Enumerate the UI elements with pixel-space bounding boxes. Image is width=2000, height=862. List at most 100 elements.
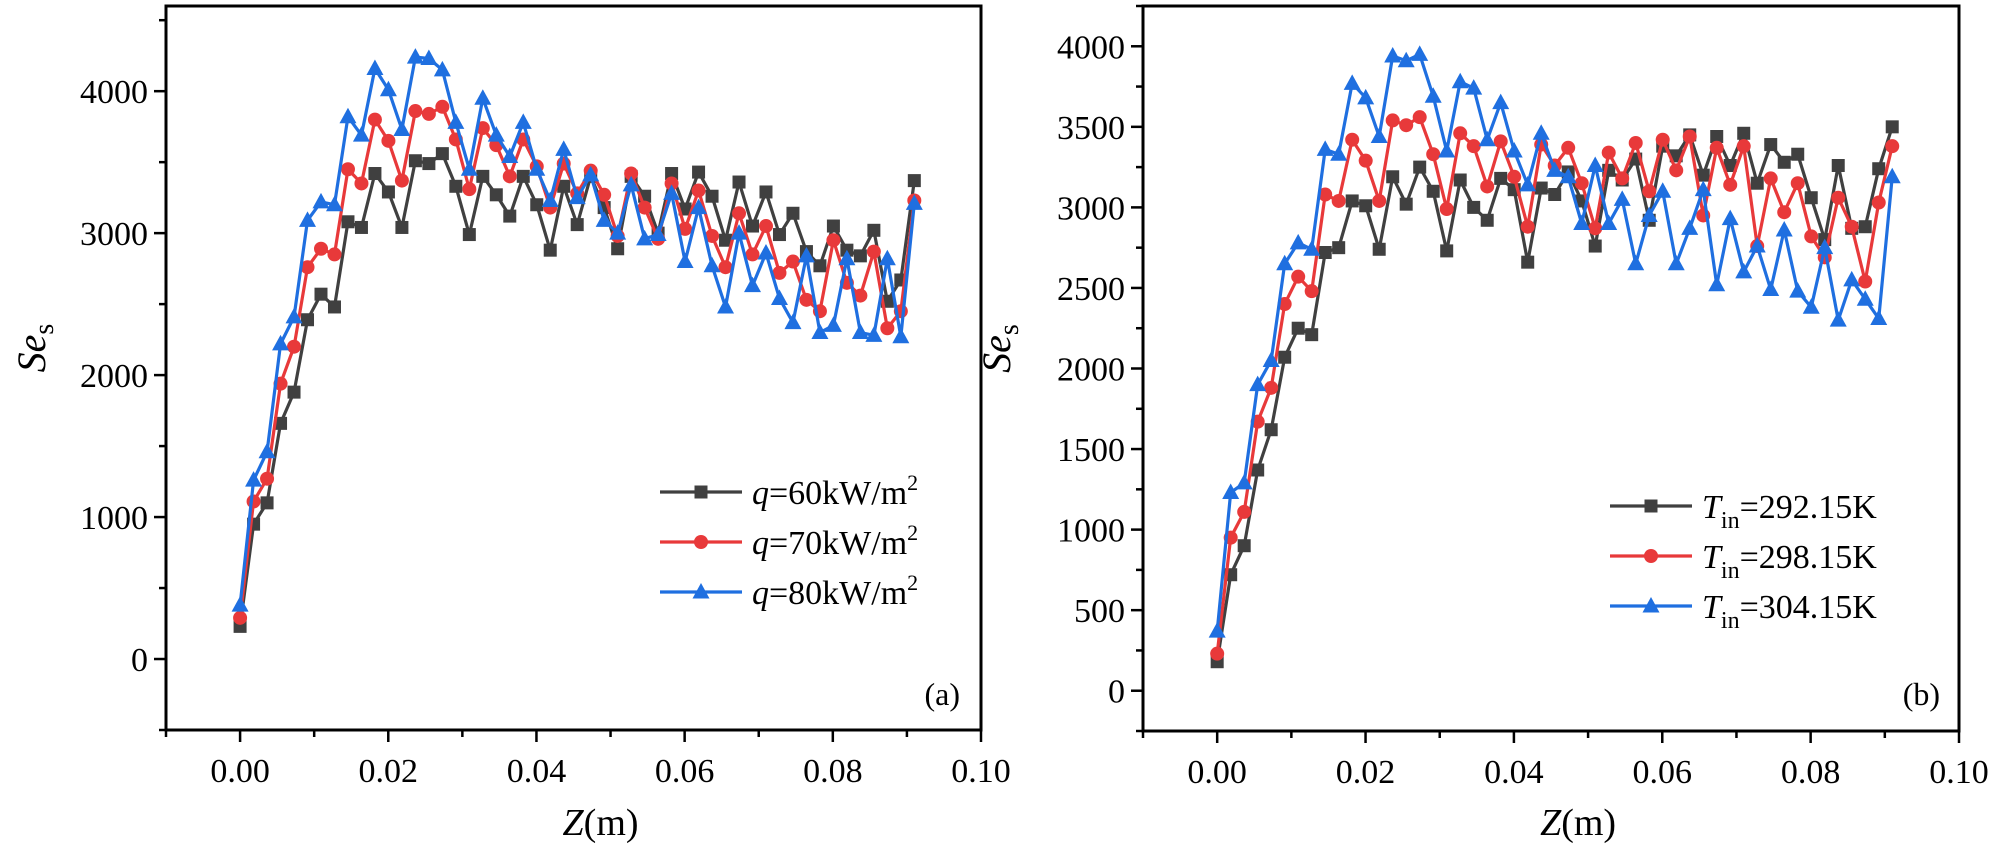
data-point <box>543 243 557 257</box>
data-point <box>421 106 436 121</box>
data-point <box>570 218 584 232</box>
data-point <box>366 59 384 75</box>
data-point <box>474 89 492 105</box>
series-line <box>238 55 916 606</box>
data-point <box>557 179 571 193</box>
data-point <box>395 220 409 234</box>
data-point <box>435 147 449 161</box>
data-point <box>691 183 706 198</box>
legend-marker <box>1642 597 1660 613</box>
data-point <box>1640 206 1658 222</box>
data-point <box>231 596 249 612</box>
data-point <box>813 259 827 273</box>
data-point <box>1791 147 1805 161</box>
data-point <box>1291 321 1305 335</box>
y-tick-label: 1500 <box>1057 432 1125 469</box>
data-point <box>1696 168 1710 182</box>
data-point <box>865 326 883 342</box>
legend-entry: Tin=298.15K <box>1610 539 1877 584</box>
data-point <box>1372 242 1386 256</box>
data-point <box>246 494 261 509</box>
legend-label: Tin=298.15K <box>1702 539 1877 584</box>
data-point <box>665 167 679 181</box>
legend-label-sup: 2 <box>907 470 918 495</box>
x-axis-label: Z(m) <box>563 802 639 844</box>
x-axis-label: Z(m) <box>1540 802 1616 844</box>
data-point <box>853 249 867 263</box>
data-point <box>1574 176 1589 191</box>
series-circle-1 <box>1210 110 1900 661</box>
data-point <box>530 198 544 212</box>
data-point <box>433 60 451 77</box>
data-point <box>1304 284 1319 299</box>
data-point <box>784 313 802 330</box>
y-tick-label: 500 <box>1074 593 1125 630</box>
data-point <box>1532 124 1550 140</box>
data-point <box>528 160 546 176</box>
x-tick-label: 0.00 <box>210 753 270 790</box>
data-point <box>1237 539 1251 553</box>
data-point <box>341 215 355 229</box>
legend-label: Tin=304.15K <box>1702 589 1877 634</box>
data-point <box>1586 156 1604 172</box>
data-point <box>1654 182 1672 198</box>
data-point <box>1440 244 1454 258</box>
data-point <box>1573 214 1591 230</box>
data-point <box>1251 463 1265 477</box>
data-point <box>611 242 625 256</box>
data-point <box>367 112 382 127</box>
data-point <box>744 276 762 293</box>
data-point <box>1520 219 1535 234</box>
data-point <box>1534 181 1548 195</box>
legend-label-text: =298.15K <box>1740 539 1878 576</box>
x-tick-label: 0.00 <box>1187 754 1247 791</box>
data-point <box>1777 155 1791 169</box>
data-point <box>1856 290 1874 306</box>
data-point <box>1736 139 1751 154</box>
data-point <box>1345 132 1360 147</box>
data-point <box>867 223 881 237</box>
data-point <box>1762 280 1780 297</box>
data-point <box>1332 241 1346 255</box>
data-point <box>1451 72 1469 89</box>
data-point <box>460 160 478 176</box>
legend-label-text: =70kW/m <box>769 525 907 562</box>
data-point <box>1615 171 1630 186</box>
data-point <box>1478 130 1496 147</box>
data-point <box>340 162 355 177</box>
legend-label-sup: 2 <box>907 520 918 545</box>
data-point <box>447 113 465 129</box>
data-point <box>703 256 721 273</box>
data-point <box>746 219 760 233</box>
data-point <box>1318 187 1333 202</box>
legend-label-var: T <box>1702 589 1723 626</box>
data-point <box>636 229 654 246</box>
data-point <box>676 252 694 269</box>
data-point <box>1628 135 1643 150</box>
data-point <box>717 297 735 314</box>
y-axis-label-var: Se <box>974 335 1019 373</box>
data-point <box>272 334 290 351</box>
legend-label-sub: in <box>1721 608 1740 634</box>
data-point <box>1802 298 1820 314</box>
data-point <box>339 107 357 124</box>
data-point <box>1721 209 1739 226</box>
data-point <box>368 167 382 181</box>
y-axis-label-sub: s <box>994 324 1025 335</box>
data-point <box>1412 110 1427 125</box>
data-point <box>1790 176 1805 191</box>
data-point <box>1264 423 1278 437</box>
data-point <box>1710 130 1724 143</box>
legend-label-text: =80kW/m <box>769 575 907 612</box>
x-tick-label: 0.04 <box>507 753 567 790</box>
y-tick-label: 0 <box>131 642 148 679</box>
data-point <box>1804 191 1818 205</box>
data-point <box>1709 140 1724 155</box>
y-tick-label: 0 <box>1108 674 1125 711</box>
data-point <box>354 176 369 191</box>
legend-marker <box>694 535 708 549</box>
data-point <box>692 165 706 179</box>
x-axis-label-var: Z <box>563 802 585 844</box>
data-point <box>1642 184 1657 199</box>
